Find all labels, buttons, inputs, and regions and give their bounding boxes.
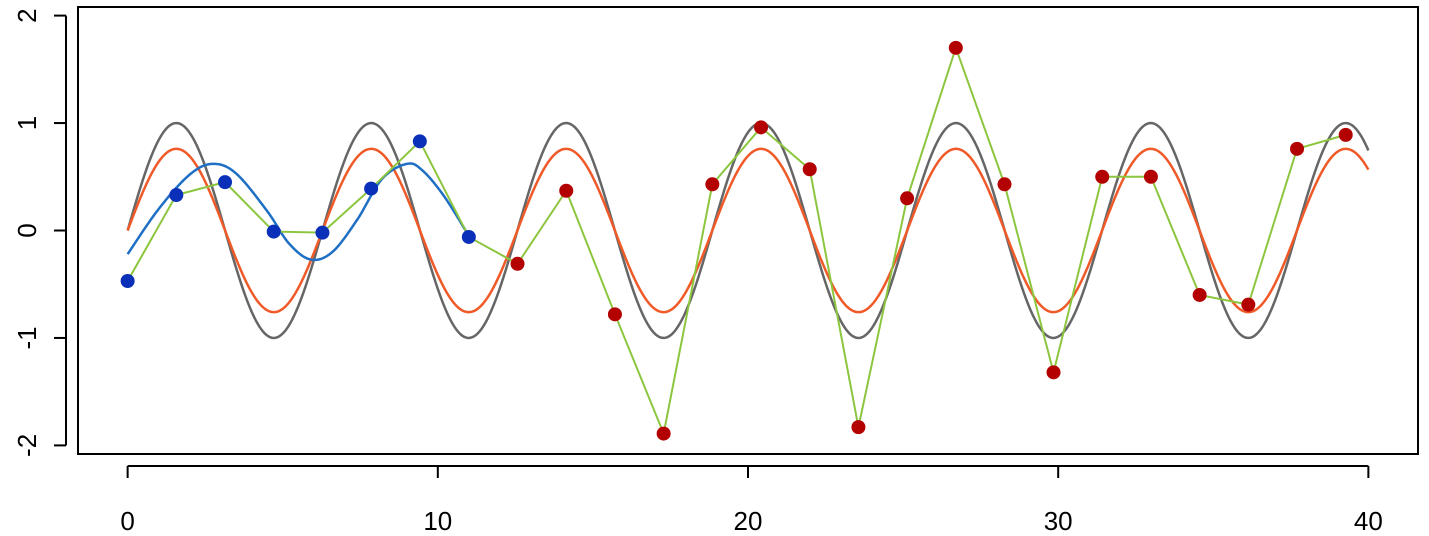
- data-point: [315, 225, 330, 240]
- data-point: [1338, 127, 1353, 142]
- data-point: [412, 134, 427, 149]
- data-point: [754, 120, 769, 135]
- x-tick-label: 30: [1044, 506, 1073, 536]
- data-point: [266, 224, 281, 239]
- sine-curve: [126, 121, 1370, 340]
- data-point: [802, 162, 817, 177]
- plot-frame: [77, 6, 1419, 455]
- x-tick-label: 10: [423, 506, 452, 536]
- training-points: [120, 134, 476, 289]
- data-point: [607, 307, 622, 322]
- data-point: [169, 188, 184, 203]
- series-layer: [126, 44, 1370, 438]
- data-point: [461, 229, 476, 244]
- y-tick-label: 1: [12, 116, 42, 130]
- axes: 0 10 20 30 40 -2 -1 0 1 2: [12, 8, 1383, 536]
- data-point: [120, 274, 135, 289]
- y-tick-label: -2: [12, 434, 42, 457]
- test-points: [510, 40, 1353, 441]
- data-point: [364, 181, 379, 196]
- y-tick-label: -1: [12, 326, 42, 349]
- x-tick-label: 40: [1354, 506, 1383, 536]
- points-layer: [120, 40, 1353, 441]
- data-point: [900, 191, 915, 206]
- data-point: [997, 177, 1012, 192]
- data-point: [1095, 169, 1110, 184]
- data-point: [851, 420, 866, 435]
- data-point: [1290, 141, 1305, 156]
- data-point: [948, 40, 963, 55]
- data-point: [559, 183, 574, 198]
- data-point: [218, 175, 233, 190]
- data-point: [1143, 169, 1158, 184]
- x-tick-label: 20: [734, 506, 763, 536]
- fitted-curve: [126, 162, 470, 262]
- y-tick-label: 2: [12, 8, 42, 22]
- y-tick-label: 0: [12, 223, 42, 237]
- data-point: [510, 256, 525, 271]
- data-point: [705, 177, 720, 192]
- data-point: [1241, 297, 1256, 312]
- connecting-line: [126, 44, 1347, 438]
- attenuated-sine-curve: [126, 147, 1370, 314]
- data-point: [1046, 365, 1061, 380]
- data-point: [656, 426, 671, 441]
- x-tick-label: 0: [120, 506, 134, 536]
- data-point: [1192, 287, 1207, 302]
